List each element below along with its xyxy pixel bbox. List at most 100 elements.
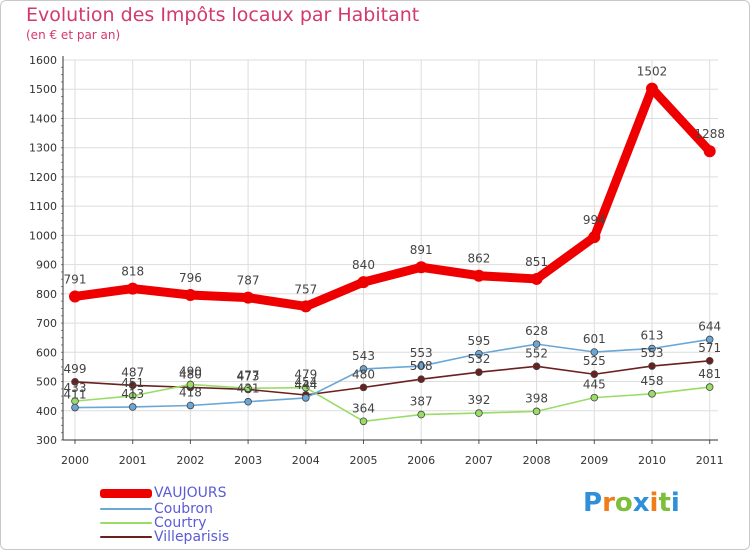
data-label: 1288 [694, 127, 725, 141]
data-label: 525 [583, 354, 606, 368]
data-point [588, 231, 601, 244]
data-point [590, 348, 599, 356]
data-label: 552 [525, 346, 548, 360]
logo-letter: P [583, 488, 603, 518]
data-point [415, 261, 428, 274]
data-label: 490 [179, 364, 202, 378]
data-point [71, 378, 79, 386]
legend-label: VAUJOURS [154, 485, 227, 501]
data-label: 418 [179, 386, 202, 400]
data-label: 454 [294, 375, 317, 389]
data-point [705, 335, 714, 344]
data-label: 851 [525, 255, 548, 269]
data-label: 444 [294, 378, 317, 392]
x-tick-label: 2003 [234, 454, 262, 467]
data-point [472, 269, 485, 282]
x-tick-label: 2009 [580, 454, 608, 467]
legend-label: Coubron [154, 501, 213, 517]
data-point [532, 362, 541, 371]
y-tick-label: 1100 [29, 200, 57, 213]
data-label: 411 [64, 388, 87, 402]
data-point [417, 362, 426, 370]
data-point [530, 272, 543, 285]
data-label: 473 [237, 369, 260, 383]
y-tick-label: 300 [36, 434, 57, 447]
y-tick-label: 800 [36, 288, 57, 301]
data-label: 553 [641, 346, 664, 360]
y-tick-label: 1400 [29, 112, 57, 125]
logo-letter: i [670, 488, 680, 518]
data-label: 787 [237, 274, 260, 288]
data-label: 445 [583, 378, 606, 392]
data-point [357, 276, 370, 289]
x-tick-label: 2007 [465, 454, 493, 467]
logo-letter: i [649, 488, 659, 518]
data-label: 1502 [637, 65, 668, 79]
data-point [417, 375, 426, 384]
x-tick-label: 2011 [696, 454, 724, 467]
data-label: 431 [237, 382, 260, 396]
data-point [532, 340, 541, 348]
data-label: 481 [698, 367, 721, 381]
data-label: 613 [641, 329, 664, 343]
data-label: 487 [121, 365, 144, 379]
data-label: 757 [294, 282, 317, 296]
legend-swatch [100, 536, 152, 538]
proxiti-logo: Proxiti [583, 488, 680, 518]
y-tick-label: 1200 [29, 171, 57, 184]
data-point [648, 362, 656, 370]
x-tick-label: 2008 [523, 454, 551, 467]
data-label: 840 [352, 258, 375, 272]
legend-label: Villeparisis [154, 529, 230, 545]
data-label: 413 [121, 387, 144, 401]
data-point [301, 383, 310, 392]
data-label: 508 [410, 359, 433, 373]
data-point [646, 82, 658, 95]
data-point [475, 409, 483, 417]
data-point [299, 300, 312, 313]
data-point [705, 383, 714, 391]
data-point [128, 403, 137, 411]
data-point [648, 344, 656, 353]
y-tick-label: 900 [36, 259, 57, 272]
legend-item-courtry: Courtry [100, 516, 207, 530]
data-label: 862 [467, 252, 490, 266]
data-label: 458 [641, 374, 664, 388]
data-label: 451 [121, 376, 144, 390]
y-tick-label: 700 [36, 317, 57, 330]
y-tick-label: 500 [36, 376, 57, 389]
x-tick-label: 2001 [119, 454, 147, 467]
data-point [359, 365, 368, 373]
data-point [128, 392, 137, 400]
legend-item-villeparisis: Villeparisis [100, 530, 229, 544]
chart-title: Evolution des Impôts locaux par Habitant [26, 4, 420, 26]
data-point [244, 384, 252, 393]
data-label: 601 [583, 332, 606, 346]
data-label: 479 [294, 368, 317, 382]
legend-item-coubron: Coubron [100, 502, 213, 516]
data-label: 571 [698, 341, 721, 355]
data-point [532, 407, 541, 416]
data-point [186, 380, 195, 389]
chart-subtitle: (en € et par an) [26, 28, 121, 42]
y-tick-label: 1600 [29, 54, 57, 67]
data-label: 595 [467, 334, 490, 348]
data-point [244, 397, 252, 406]
data-point [242, 291, 255, 304]
data-point [184, 289, 197, 302]
x-tick-label: 2004 [292, 454, 320, 467]
legend-swatch [100, 508, 152, 510]
data-point [705, 356, 714, 365]
legend-swatch [100, 488, 152, 498]
x-tick-label: 2005 [350, 454, 378, 467]
data-label: 543 [352, 349, 375, 363]
data-point [69, 290, 81, 303]
data-label: 433 [64, 381, 87, 395]
series-line-vaujours [70, 84, 715, 311]
data-label: 891 [410, 243, 433, 257]
data-point [128, 381, 137, 390]
logo-letter: o [614, 488, 633, 518]
x-tick-label: 2006 [407, 454, 435, 467]
data-label: 392 [467, 393, 490, 407]
